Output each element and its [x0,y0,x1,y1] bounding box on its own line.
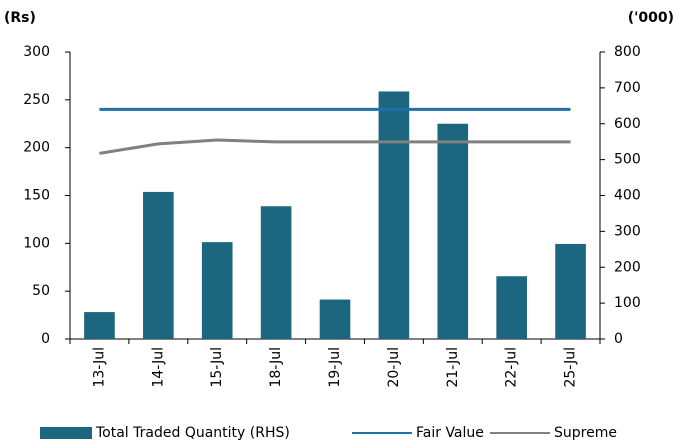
y-tick-label: 150 [23,188,50,204]
y-tick-label: 50 [32,283,50,299]
x-tick-label: 14-Jul [150,347,166,388]
bar [555,243,586,339]
x-tick-label: 13-Jul [91,347,107,388]
y2-tick-label: 200 [614,259,641,275]
bar [378,91,410,340]
y2-tick-label: 400 [614,188,641,204]
legend-label: Supreme [554,425,617,441]
y2-tick-label: 300 [614,223,641,239]
bar [319,299,351,339]
bar [260,206,292,339]
y2-tick-label: 800 [614,44,641,60]
bar [84,312,115,339]
x-tick-label: 15-Jul [209,347,225,388]
legend-label: Total Traded Quantity (RHS) [95,425,290,441]
y2-tick-label: 100 [614,295,641,311]
legend-label: Fair Value [416,425,484,441]
legend-swatch [40,427,92,439]
bar [437,123,469,339]
x-tick-label: 22-Jul [504,347,520,388]
bar [143,191,174,339]
y2-tick-label: 0 [614,331,623,347]
x-tick-label: 25-Jul [563,347,579,388]
y2-tick-label: 700 [614,80,641,96]
y-tick-label: 0 [41,331,50,347]
y2-tick-label: 600 [614,116,641,132]
x-tick-label: 19-Jul [327,347,343,388]
x-tick-label: 20-Jul [386,347,402,388]
bar [201,242,233,339]
y-tick-label: 200 [23,140,50,156]
y-tick-label: 100 [23,235,50,251]
x-tick-label: 21-Jul [445,347,461,388]
line [99,138,571,155]
y-tick-label: 300 [23,44,50,60]
bar [496,276,527,339]
y-tick-label: 250 [23,92,50,108]
x-tick-label: 18-Jul [268,347,284,388]
y2-axis-label: ('000) [628,10,674,26]
y-axis-label: (Rs) [4,10,36,26]
y2-tick-label: 500 [614,152,641,168]
